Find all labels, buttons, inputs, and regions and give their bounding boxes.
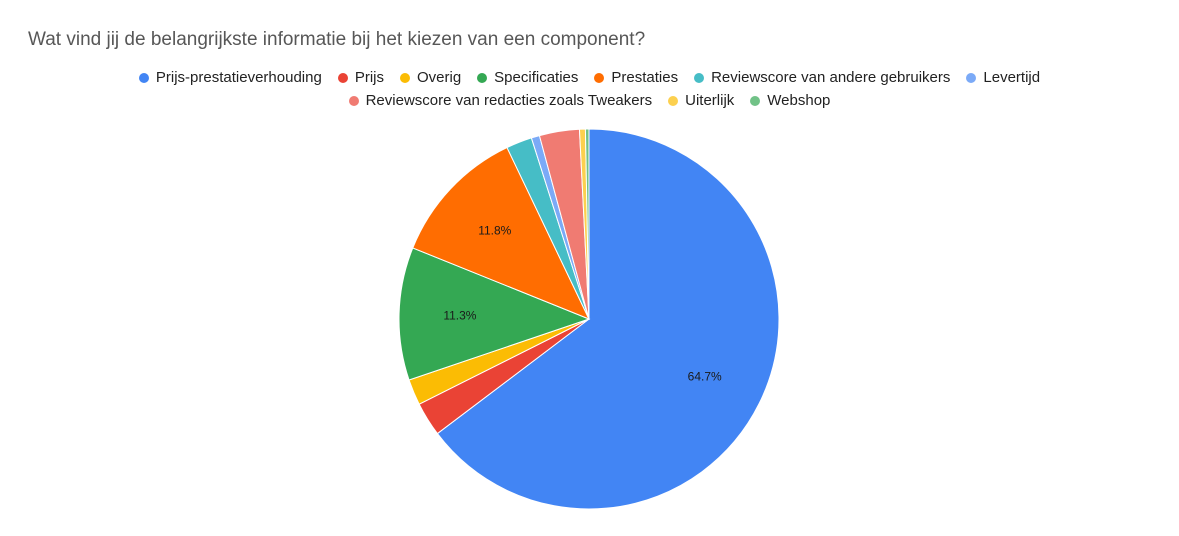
legend-swatch: [477, 72, 488, 83]
legend-swatch: [348, 95, 359, 106]
legend-item-levertijd[interactable]: Levertijd: [966, 69, 1040, 86]
legend-swatch: [337, 72, 348, 83]
legend-label: Prijs: [354, 69, 384, 86]
legend-swatch: [966, 72, 977, 83]
legend-item-overig[interactable]: Overig: [399, 69, 462, 86]
legend-label: Levertijd: [983, 69, 1041, 86]
legend-item-prijs-prestatieverhouding[interactable]: Prijs-prestatieverhouding: [138, 69, 322, 86]
legend-item-reviewscore-redacties[interactable]: Reviewscore van redacties zoals Tweakers: [348, 92, 653, 109]
pie-slice-specificaties[interactable]: [398, 247, 591, 381]
legend-swatch: [138, 72, 149, 83]
legend-label: Reviewscore van andere gebruikers: [711, 69, 951, 86]
legend-label: Webshop: [767, 92, 831, 109]
slice-data-label: 64.7%: [688, 370, 722, 384]
legend-label: Reviewscore van redacties zoals Tweakers: [365, 92, 653, 109]
slice-data-label: 11.8%: [478, 224, 511, 238]
legend-swatch: [694, 72, 705, 83]
legend-label: Specificaties: [494, 69, 579, 86]
pie-slice-webshop[interactable]: [584, 128, 590, 320]
legend-label: Prijs-prestatieverhouding: [155, 69, 322, 86]
pie-slice-prijs-prestatieverhouding[interactable]: [436, 128, 780, 510]
legend-item-prijs[interactable]: Prijs: [337, 69, 384, 86]
legend-item-uiterlijk[interactable]: Uiterlijk: [668, 92, 734, 109]
legend: Prijs-prestatieverhouding Prijs Overig S…: [0, 66, 1179, 112]
pie-slice-prestaties[interactable]: [412, 146, 591, 320]
legend-row-1: Prijs-prestatieverhouding Prijs Overig S…: [0, 66, 1179, 89]
legend-item-reviewscore-gebruikers[interactable]: Reviewscore van andere gebruikers: [694, 69, 950, 86]
legend-item-specificaties[interactable]: Specificaties: [477, 69, 578, 86]
legend-label: Overig: [416, 69, 462, 86]
legend-swatch: [750, 95, 761, 106]
slice-data-label: 11.3%: [443, 308, 476, 322]
legend-label: Prestaties: [611, 69, 679, 86]
legend-swatch: [668, 95, 679, 106]
chart-title: Wat vind jij de belangrijkste informatie…: [28, 29, 646, 50]
legend-swatch: [399, 72, 410, 83]
legend-item-prestaties[interactable]: Prestaties: [594, 69, 678, 86]
legend-row-2: Reviewscore van redacties zoals Tweakers…: [0, 89, 1179, 112]
legend-item-webshop[interactable]: Webshop: [750, 92, 830, 109]
legend-label: Uiterlijk: [685, 92, 735, 109]
legend-swatch: [594, 72, 605, 83]
